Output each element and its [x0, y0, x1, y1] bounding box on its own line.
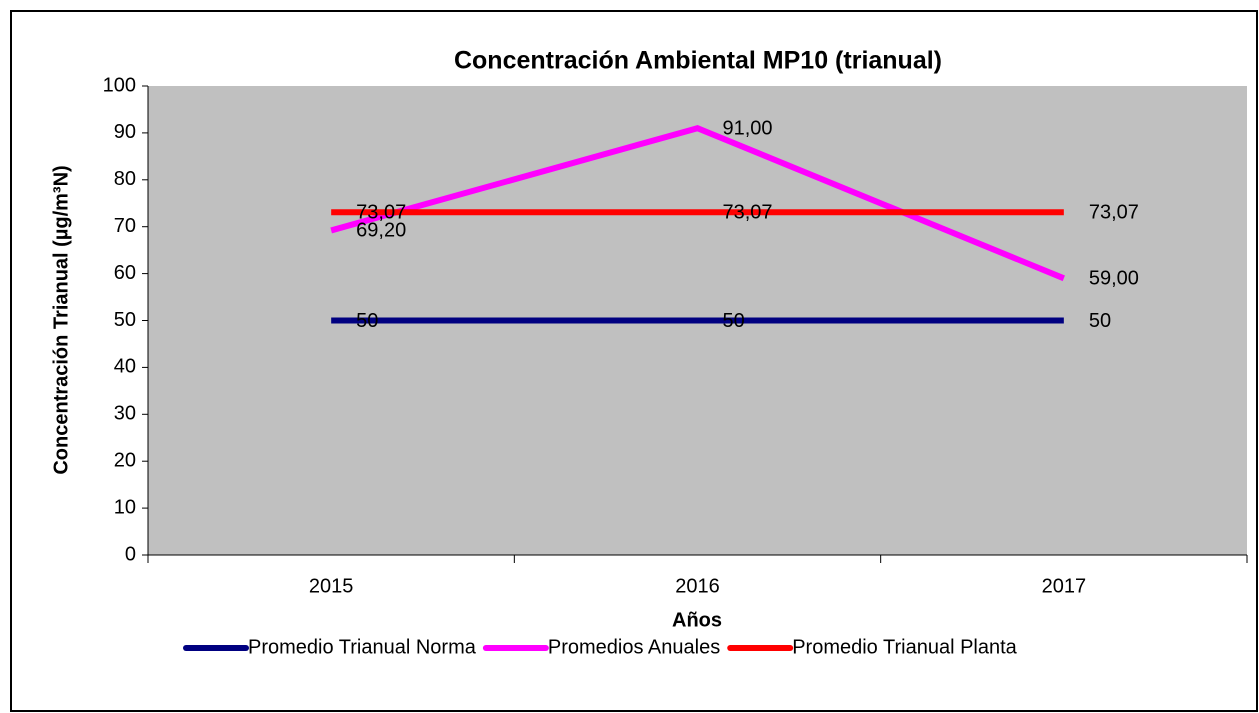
x-axis-title: Años — [672, 609, 722, 631]
y-tick-label: 90 — [114, 121, 136, 143]
series-line — [330, 125, 1065, 282]
data-label: 59,00 — [1089, 268, 1139, 290]
chart-title: Concentración Ambiental MP10 (trianual) — [454, 47, 942, 75]
y-tick-label: 0 — [125, 543, 136, 565]
y-tick-label: 100 — [103, 74, 136, 96]
y-tick-label: 40 — [114, 356, 136, 378]
y-tick-label: 50 — [114, 309, 136, 331]
data-label: 73,07 — [356, 202, 406, 224]
legend-label: Promedio Trianual Norma — [248, 636, 477, 658]
data-label: 91,00 — [723, 117, 773, 139]
y-tick-label: 30 — [114, 403, 136, 425]
x-tick-label: 2015 — [309, 575, 354, 597]
y-tick-label: 20 — [114, 449, 136, 471]
legend-label: Promedios Anuales — [548, 636, 720, 658]
y-tick-label: 60 — [114, 262, 136, 284]
x-tick-label: 2016 — [675, 575, 720, 597]
data-label: 73,07 — [723, 202, 773, 224]
legend-label: Promedio Trianual Planta — [792, 636, 1017, 658]
data-label: 73,07 — [1089, 202, 1139, 224]
y-tick-label: 70 — [114, 215, 136, 237]
y-tick-label: 80 — [114, 168, 136, 190]
y-axis-title: Concentración Trianual (µg/m³N) — [50, 165, 72, 474]
data-label: 50 — [1089, 310, 1111, 332]
x-tick-label: 2017 — [1042, 575, 1087, 597]
data-label: 50 — [356, 310, 378, 332]
data-label: 69,20 — [356, 220, 406, 242]
y-tick-label: 10 — [114, 496, 136, 518]
data-label: 50 — [723, 310, 745, 332]
